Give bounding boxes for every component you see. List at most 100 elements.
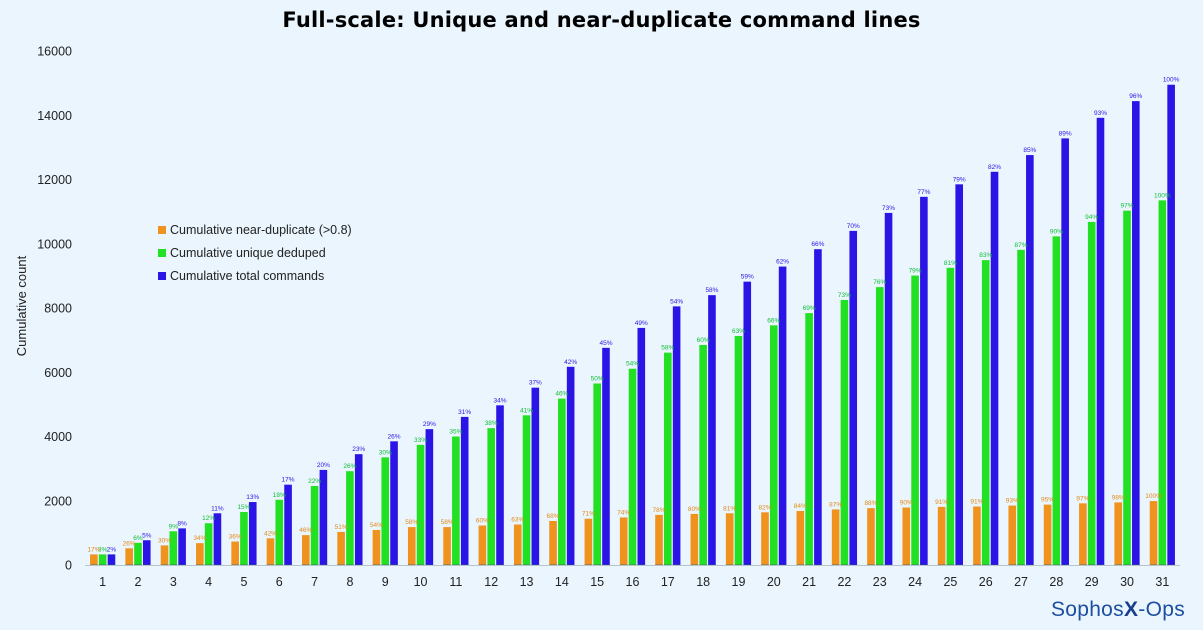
bar-base-shade (381, 564, 390, 565)
x-tick-label: 9 (382, 575, 389, 589)
legend-swatch-near-duplicate (158, 225, 166, 234)
bar-base-shade (946, 564, 955, 565)
bar-series-2 (981, 260, 990, 565)
bar-base-shade (725, 564, 734, 565)
bar-series-2 (416, 444, 425, 565)
bar-data-label: 63% (511, 517, 524, 524)
bar-series-3 (743, 281, 752, 565)
bar-series-3 (1132, 101, 1140, 566)
bar-series-1 (1114, 502, 1123, 565)
x-tick-label: 25 (943, 575, 957, 589)
bar-data-label: 69% (803, 305, 816, 312)
bar-series-1 (725, 513, 734, 565)
bar-base-shade (248, 564, 257, 565)
bar-base-shade (655, 564, 663, 565)
x-tick-label: 22 (837, 575, 851, 589)
x-axis: 1 2 3 4 5 6 7 8 9 10 11 12 13 14 15 16 17 18 19 20 21 22 23 24 2… (85, 565, 1180, 589)
bar-base-shade (955, 564, 963, 565)
bar-base-shade (302, 564, 310, 565)
bar-series-1 (231, 541, 239, 565)
bar-data-label: 46% (555, 391, 568, 398)
bar-series-3 (955, 184, 963, 565)
bar-data-label: 26% (343, 463, 356, 470)
bar-base-shade (796, 564, 805, 565)
x-tick-label: 23 (873, 575, 887, 589)
bar-base-shade (425, 564, 434, 565)
bar-data-label: 82% (758, 504, 771, 511)
bar-base-shade (637, 564, 646, 565)
bar-series-2 (769, 325, 778, 565)
bar-series-3 (1026, 155, 1034, 565)
bar-series-2 (875, 287, 884, 565)
legend-item-unique-deduped: Cumulative unique deduped (158, 241, 352, 264)
bar-series-1 (478, 525, 487, 565)
bar-data-label: 71% (582, 511, 595, 518)
bar-base-shade (496, 564, 504, 565)
bar-data-label: 76% (873, 279, 886, 286)
bar-data-label: 58% (705, 287, 718, 294)
x-tick-label: 8 (346, 575, 353, 589)
bar-base-shade (204, 564, 213, 565)
bar-series-1 (831, 509, 840, 565)
bar-base-shade (1096, 564, 1105, 565)
bar-base-shade (593, 564, 601, 565)
bar-data-label: 50% (591, 375, 604, 382)
bar-base-shade (831, 564, 840, 565)
bar-base-shade (814, 564, 822, 565)
bar-base-shade (937, 564, 946, 565)
bar-data-label: 91% (935, 499, 948, 506)
bar-series-3 (531, 387, 540, 565)
x-tick-label: 4 (205, 575, 212, 589)
x-tick-label: 19 (732, 575, 746, 589)
x-tick-label: 30 (1120, 575, 1134, 589)
bar-base-shade (867, 564, 875, 565)
bar-base-shade (566, 564, 575, 565)
x-tick-label: 3 (170, 575, 177, 589)
bar-base-shade (346, 564, 354, 565)
bar-data-label: 74% (617, 509, 630, 516)
bar-base-shade (513, 564, 522, 565)
bar-base-shade (1132, 564, 1140, 565)
bar-data-label: 73% (882, 205, 895, 212)
bar-base-shade (310, 564, 319, 565)
legend-swatch-unique-deduped (158, 248, 166, 257)
bar-data-label: 12% (202, 515, 215, 522)
x-tick-label: 31 (1155, 575, 1169, 589)
bar-series-1 (867, 508, 875, 565)
bar-series-3 (566, 366, 575, 565)
bar-series-3 (496, 405, 504, 565)
x-tick-label: 24 (908, 575, 922, 589)
bar-series-1 (796, 511, 805, 565)
bar-base-shade (531, 564, 540, 565)
x-tick-label: 28 (1049, 575, 1063, 589)
bar-data-label: 79% (909, 268, 922, 275)
bar-series-3 (884, 212, 893, 565)
bar-base-shade (390, 564, 398, 565)
bar-base-shade (160, 564, 169, 565)
bar-base-shade (1114, 564, 1123, 565)
bar-series-2 (1052, 236, 1061, 566)
bar-base-shade (981, 564, 990, 565)
y-tick-label: 8000 (44, 302, 72, 316)
bar-data-label: 15% (237, 504, 250, 511)
bar-series-1 (513, 524, 522, 565)
bar-base-shade (1052, 564, 1061, 565)
bar-data-label: 78% (653, 507, 666, 514)
bar-data-label: 58% (405, 519, 418, 526)
bar-data-label: 73% (838, 292, 851, 299)
bar-series-2 (840, 299, 849, 565)
bar-base-shade (1087, 564, 1096, 565)
bar-data-label: 87% (1015, 242, 1028, 249)
x-tick-label: 12 (484, 575, 498, 589)
bar-data-label: 100% (1154, 192, 1171, 199)
y-axis: 0 2000 4000 6000 8000 10000 12000 14000 16000 (37, 45, 72, 573)
bar-series-1 (443, 527, 451, 565)
x-tick-label: 1 (99, 575, 106, 589)
bar-series-1 (1008, 505, 1017, 565)
bar-base-shade (619, 564, 628, 565)
bar-series-2 (699, 344, 707, 565)
bar-data-label: 34% (193, 535, 206, 542)
bar-base-shade (275, 564, 284, 565)
bar-series-3 (142, 540, 151, 565)
